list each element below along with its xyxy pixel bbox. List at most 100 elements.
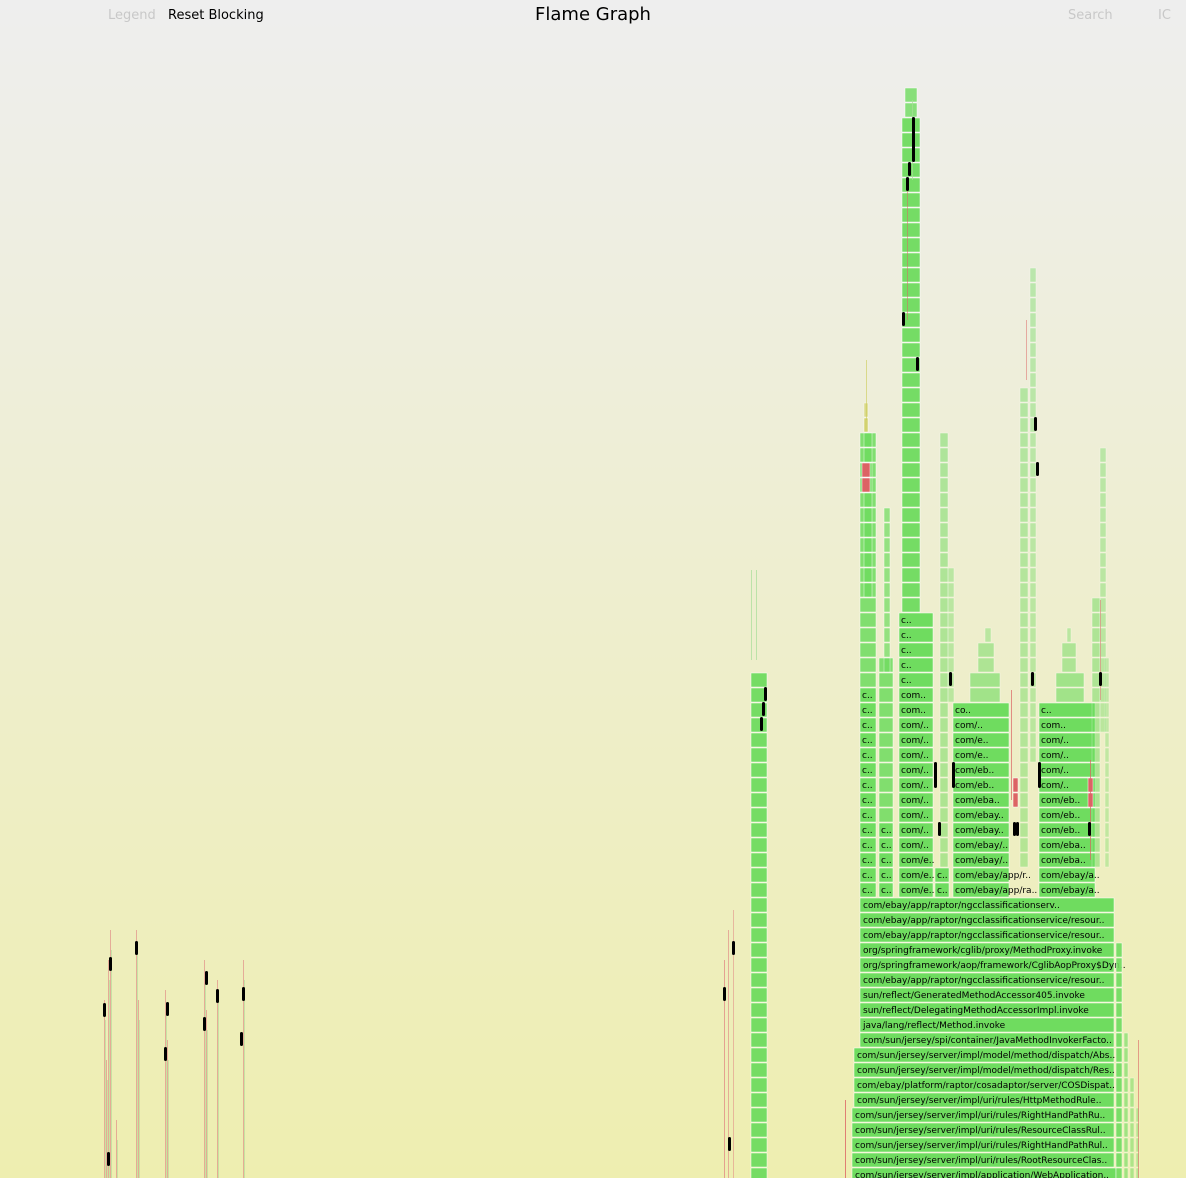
flame-frame[interactable] <box>1019 657 1029 673</box>
flame-frame[interactable] <box>1029 402 1037 418</box>
blocking-marker[interactable] <box>1016 822 1019 836</box>
flame-frame[interactable] <box>1019 507 1029 523</box>
blocking-marker[interactable] <box>242 987 245 1001</box>
flame-frame[interactable] <box>1115 942 1123 958</box>
flame-frame[interactable] <box>1019 387 1029 403</box>
flame-frame[interactable] <box>1099 507 1107 523</box>
flame-frame[interactable] <box>952 717 1010 733</box>
flame-frame[interactable] <box>1123 1047 1129 1063</box>
flame-frame[interactable] <box>851 1107 1115 1123</box>
flame-frame[interactable] <box>851 1152 1115 1168</box>
blocking-marker[interactable] <box>732 941 735 955</box>
flame-frame[interactable] <box>1115 1167 1123 1178</box>
flame-frame[interactable] <box>859 912 1115 928</box>
reset-blocking-button[interactable]: Reset Blocking <box>168 8 264 23</box>
flame-frame[interactable] <box>1099 702 1107 718</box>
flame-frame[interactable] <box>116 1120 117 1178</box>
flame-frame[interactable] <box>901 267 921 283</box>
flame-frame[interactable] <box>863 447 873 463</box>
flame-frame[interactable] <box>750 987 768 1003</box>
flame-frame[interactable] <box>206 1010 207 1178</box>
flame-frame[interactable] <box>1019 687 1029 703</box>
flame-frame[interactable] <box>1019 462 1029 478</box>
flame-frame[interactable] <box>939 762 949 778</box>
flame-frame[interactable] <box>750 972 768 988</box>
flame-frame[interactable] <box>859 717 877 733</box>
flame-frame[interactable] <box>878 837 894 853</box>
blocking-marker[interactable] <box>908 162 911 176</box>
flame-frame[interactable] <box>110 930 111 1178</box>
flame-frame[interactable] <box>750 777 768 793</box>
flame-frame[interactable] <box>166 1010 167 1178</box>
blocking-marker[interactable] <box>952 762 955 788</box>
flame-frame[interactable] <box>1019 762 1029 778</box>
blocking-marker[interactable] <box>109 957 112 971</box>
flame-frame[interactable] <box>939 807 949 823</box>
flame-frame[interactable] <box>947 567 955 583</box>
flame-frame[interactable] <box>1091 642 1101 658</box>
flame-frame[interactable] <box>939 822 949 838</box>
flame-frame[interactable] <box>1029 462 1037 478</box>
flame-frame[interactable] <box>863 522 873 538</box>
flame-frame[interactable] <box>1055 687 1085 703</box>
flame-frame[interactable] <box>1029 612 1037 628</box>
flame-frame[interactable] <box>859 747 877 763</box>
blocking-marker[interactable] <box>216 989 219 1003</box>
flame-frame[interactable] <box>883 627 891 643</box>
flame-frame[interactable] <box>1019 627 1029 643</box>
flame-frame[interactable] <box>853 1062 1115 1078</box>
flame-frame[interactable] <box>750 792 768 808</box>
flame-frame[interactable] <box>939 507 949 523</box>
flame-frame[interactable] <box>898 732 934 748</box>
flame-frame[interactable] <box>1104 807 1110 823</box>
flame-frame[interactable] <box>878 822 894 838</box>
flame-frame[interactable] <box>168 1060 169 1178</box>
flame-frame[interactable] <box>1091 702 1101 718</box>
flame-frame[interactable] <box>1029 582 1037 598</box>
flame-frame[interactable] <box>1099 552 1107 568</box>
flame-frame[interactable] <box>984 627 992 643</box>
flame-frame[interactable] <box>1104 672 1110 688</box>
flame-frame[interactable] <box>1123 1032 1129 1048</box>
flame-frame[interactable] <box>1115 957 1123 973</box>
flame-frame[interactable] <box>750 1092 768 1108</box>
flame-frame[interactable] <box>901 132 921 148</box>
flame-frame[interactable] <box>1019 567 1029 583</box>
flame-frame[interactable] <box>1019 432 1029 448</box>
flame-frame[interactable] <box>859 897 1115 913</box>
flame-frame[interactable] <box>1061 642 1077 658</box>
flame-frame[interactable] <box>1011 690 1012 800</box>
flame-frame[interactable] <box>1129 1137 1135 1153</box>
flame-frame[interactable] <box>859 612 877 628</box>
flame-frame[interactable] <box>750 1047 768 1063</box>
flame-frame[interactable] <box>111 950 112 1178</box>
flame-frame[interactable] <box>1099 447 1107 463</box>
flame-frame[interactable] <box>859 942 1115 958</box>
flame-frame[interactable] <box>859 1002 1115 1018</box>
flame-frame[interactable] <box>904 102 918 118</box>
blocking-marker[interactable] <box>135 941 138 955</box>
flame-frame[interactable] <box>1104 792 1110 808</box>
flame-frame[interactable] <box>1012 792 1019 808</box>
blocking-marker[interactable] <box>1038 762 1041 788</box>
flame-frame[interactable] <box>863 417 869 433</box>
flame-frame[interactable] <box>853 1092 1115 1108</box>
flame-frame[interactable] <box>977 657 995 673</box>
flame-frame[interactable] <box>934 882 950 898</box>
flame-frame[interactable] <box>1012 777 1019 793</box>
flame-frame[interactable] <box>205 980 206 1178</box>
blocking-marker[interactable] <box>764 687 767 701</box>
blocking-marker[interactable] <box>1088 822 1091 836</box>
flame-frame[interactable] <box>878 687 894 703</box>
flame-frame[interactable] <box>1129 1152 1135 1168</box>
flame-frame[interactable] <box>750 1032 768 1048</box>
flame-frame[interactable] <box>901 192 921 208</box>
flame-frame[interactable] <box>1019 402 1029 418</box>
flame-frame[interactable] <box>750 897 768 913</box>
flame-frame[interactable] <box>1104 732 1110 748</box>
flame-frame[interactable] <box>901 252 921 268</box>
flame-frame[interactable] <box>1129 1122 1135 1138</box>
blocking-marker[interactable] <box>166 1002 169 1016</box>
flame-frame[interactable] <box>1091 687 1101 703</box>
flame-frame[interactable] <box>859 702 877 718</box>
